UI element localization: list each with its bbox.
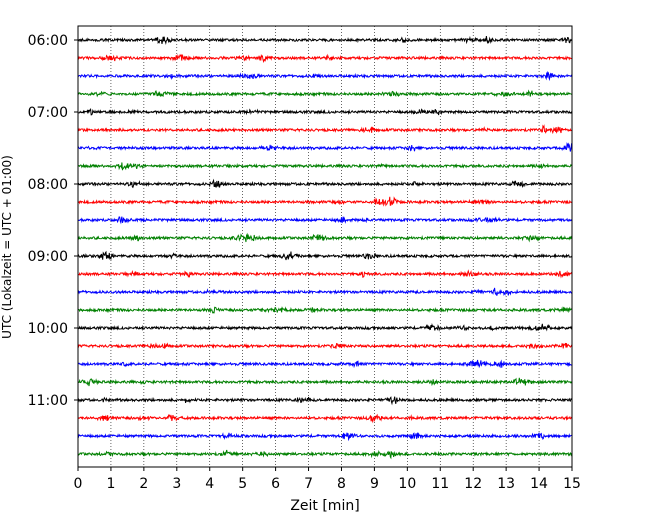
x-tick-label: 15 — [563, 476, 581, 492]
y-tick-label: 07:00 — [28, 105, 68, 121]
x-tick-label: 8 — [337, 476, 346, 492]
y-tick-label: 10:00 — [28, 321, 68, 337]
x-tick-label: 12 — [464, 476, 482, 492]
x-tick-label: 7 — [304, 476, 313, 492]
x-tick-label: 3 — [172, 476, 181, 492]
trace-0615 — [77, 53, 573, 64]
y-tick-label: 11:00 — [28, 393, 68, 409]
x-tick-label: 6 — [271, 476, 280, 492]
trace-1000 — [77, 323, 573, 332]
y-tick-label: 06:00 — [28, 33, 68, 49]
x-tick-label: 0 — [74, 476, 83, 492]
trace-1145 — [77, 449, 573, 460]
y-tick-label: 08:00 — [28, 177, 68, 193]
trace-0730 — [77, 142, 573, 152]
y-tick-label: 09:00 — [28, 249, 68, 265]
trace-1115 — [77, 413, 573, 424]
plot-frame — [77, 25, 573, 468]
trace-0900 — [77, 250, 573, 261]
x-axis-ticks: 0 1 2 3 4 5 6 7 8 9 10 11 12 13 14 15 — [74, 467, 581, 492]
trace-0715 — [77, 124, 573, 135]
x-tick-label: 9 — [370, 476, 379, 492]
x-tick-label: 10 — [398, 476, 416, 492]
trace-0630 — [77, 71, 573, 82]
trace-0945 — [77, 306, 573, 314]
trace-0745 — [77, 162, 573, 171]
trace-1045 — [77, 377, 573, 387]
trace-1015 — [77, 342, 573, 350]
trace-0800 — [77, 178, 573, 189]
trace-0815 — [77, 196, 573, 207]
trace-0915 — [77, 269, 573, 279]
trace-0600 — [77, 35, 573, 45]
trace-0930 — [77, 287, 573, 296]
trace-1100 — [77, 396, 573, 406]
trace-0700 — [77, 107, 573, 116]
trace-1130 — [77, 432, 573, 442]
trace-0645 — [77, 89, 573, 98]
x-tick-label: 13 — [497, 476, 515, 492]
x-tick-label: 5 — [238, 476, 247, 492]
trace-1030 — [77, 359, 573, 369]
y-axis-ticks: 06:00 07:00 08:00 09:00 10:00 11:00 — [28, 33, 78, 409]
y-axis-label: UTC (Lokalzeit = UTC + 01:00) — [0, 155, 14, 339]
x-tick-label: 14 — [530, 476, 548, 492]
x-axis-label: Zeit [min] — [290, 498, 359, 514]
x-tick-label: 4 — [205, 476, 214, 492]
x-tick-label: 1 — [106, 476, 115, 492]
trace-0845 — [77, 232, 573, 243]
x-tick-label: 2 — [139, 476, 148, 492]
trace-0830 — [77, 216, 573, 225]
x-tick-label: 11 — [431, 476, 449, 492]
trace-layer — [77, 35, 573, 460]
